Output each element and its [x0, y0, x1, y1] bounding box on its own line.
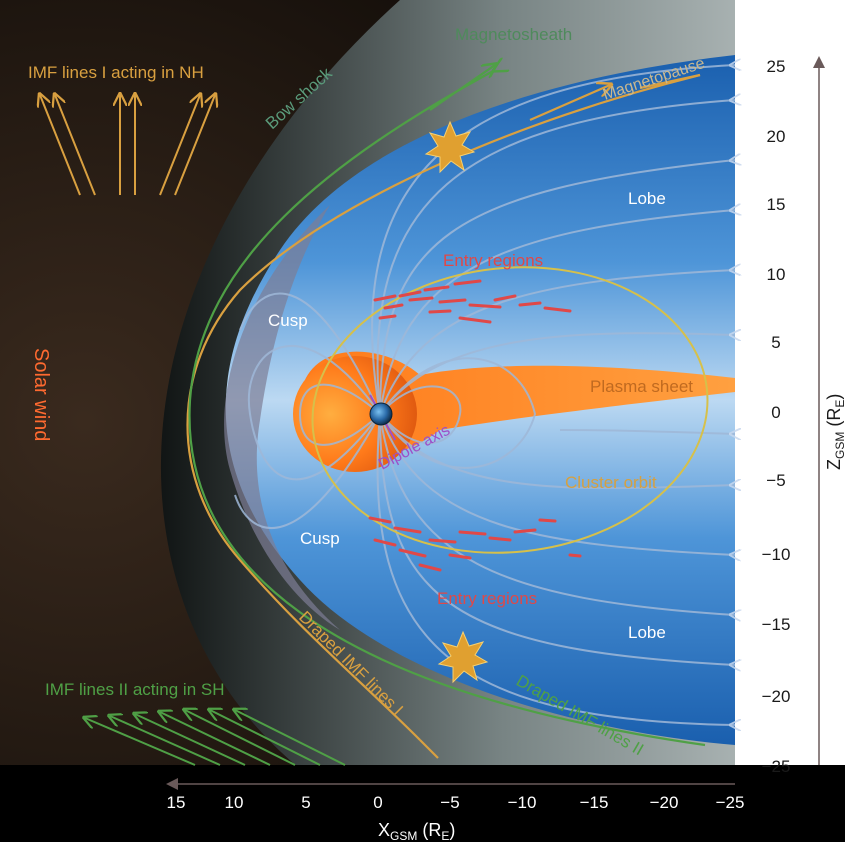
y-tick: 5 [771, 333, 780, 352]
field-line [379, 413, 735, 615]
x-tick: −20 [650, 793, 679, 812]
field-line [379, 413, 735, 665]
draped-i-end [419, 739, 439, 759]
y-tick: −5 [766, 471, 785, 490]
y-tick: −20 [762, 687, 791, 706]
x-tick: 5 [301, 793, 310, 812]
field-line [379, 385, 462, 444]
lobe-south-label: Lobe [628, 623, 666, 642]
y-tick: 20 [767, 127, 786, 146]
draped-ii-arrow [429, 65, 495, 111]
solar-wind-label: Solar wind [30, 348, 52, 441]
x-tick: 10 [225, 793, 244, 812]
magnetosheath-label: Magnetosheath [455, 25, 572, 44]
cluster-orbit-label: Cluster orbit [565, 473, 657, 492]
y-tick: −15 [762, 615, 791, 634]
lobe-north-label: Lobe [628, 189, 666, 208]
x-tick: −10 [508, 793, 537, 812]
entry-region-marks [368, 279, 582, 572]
y-tick: 15 [767, 195, 786, 214]
field-line [298, 383, 381, 446]
field-line [379, 413, 735, 488]
entry-north-label: Entry regions [443, 251, 543, 270]
reconnection-star-north [424, 120, 476, 174]
field-lines [234, 65, 735, 725]
imf-sh-label: IMF lines II acting in SH [45, 680, 225, 699]
x-axis-label: XGSM (RE) [378, 820, 455, 842]
x-axis-ticks: 15 10 5 0 −5 −10 −15 −20 −25 [167, 793, 745, 812]
field-line [379, 333, 735, 415]
reconnection-star-south [437, 630, 489, 684]
field-line [379, 270, 735, 415]
field-line [376, 413, 735, 725]
y-tick: −25 [762, 757, 791, 776]
cluster-orbit-ellipse [311, 266, 709, 554]
imf-i-arrows [40, 95, 215, 196]
x-axis-band [0, 765, 845, 842]
x-tick: 15 [167, 793, 186, 812]
axis-panel [735, 0, 845, 842]
imf-nh-label: IMF lines I acting in NH [28, 63, 204, 82]
y-tick: 0 [771, 403, 780, 422]
field-line [247, 345, 381, 481]
magnetopause-line-tail [639, 73, 701, 90]
imf-ii-arrows [85, 710, 346, 766]
x-tick: 0 [373, 793, 382, 812]
plasma-sheet-label: Plasma sheet [590, 377, 693, 396]
field-line [379, 160, 735, 415]
y-axis-label: ZGSM (RE) [824, 394, 845, 470]
field-line [239, 292, 381, 415]
x-tick: −5 [440, 793, 459, 812]
field-line [379, 413, 735, 555]
boundary-layer [224, 205, 340, 630]
entry-south-label: Entry regions [437, 589, 537, 608]
field-line [371, 65, 735, 415]
cusp-north-label: Cusp [268, 311, 308, 330]
x-tick: −25 [716, 793, 745, 812]
field-line [559, 430, 735, 434]
field-line [376, 100, 735, 415]
y-tick: 25 [767, 57, 786, 76]
y-tick: −10 [762, 545, 791, 564]
cusp-south-label: Cusp [300, 529, 340, 548]
field-line [234, 413, 381, 530]
x-tick: −15 [580, 793, 609, 812]
draped-i-arrow [529, 85, 610, 122]
y-tick: 10 [767, 265, 786, 284]
y-axis-ticks: 25 20 15 10 5 0 −5 −10 −15 −20 −25 [762, 57, 791, 776]
field-line [379, 210, 735, 415]
draped-ii-line [188, 70, 706, 747]
magnetopause-line [186, 73, 701, 741]
earth-icon [369, 402, 393, 426]
